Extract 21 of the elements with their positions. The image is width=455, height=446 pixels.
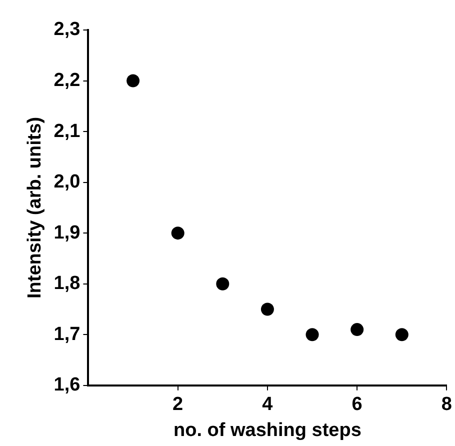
y-tick-label: 2,2 xyxy=(54,70,80,92)
y-tick-label: 1,9 xyxy=(54,222,80,244)
y-tick-label: 2,3 xyxy=(54,19,80,40)
x-tick-label: 6 xyxy=(352,394,362,416)
x-axis-title: no. of washing steps xyxy=(174,420,362,441)
point xyxy=(395,328,408,342)
point xyxy=(216,277,230,290)
y-axis-title: Intensity (arb. units) xyxy=(24,116,46,298)
y-tick-label: 2,0 xyxy=(54,172,80,193)
point xyxy=(126,74,140,88)
y-tick-label: 1,6 xyxy=(54,374,80,396)
x-tick-label: 2 xyxy=(172,394,184,416)
x-tick-label: 4 xyxy=(262,394,274,416)
point xyxy=(260,302,274,316)
point xyxy=(350,323,364,336)
point xyxy=(171,226,184,240)
point xyxy=(306,328,319,342)
y-tick-label: 2,1 xyxy=(54,120,81,142)
y-tick-label: 1,8 xyxy=(54,273,80,294)
y-tick-label: 1,7 xyxy=(54,324,80,345)
x-tick-label: 8 xyxy=(441,394,452,416)
